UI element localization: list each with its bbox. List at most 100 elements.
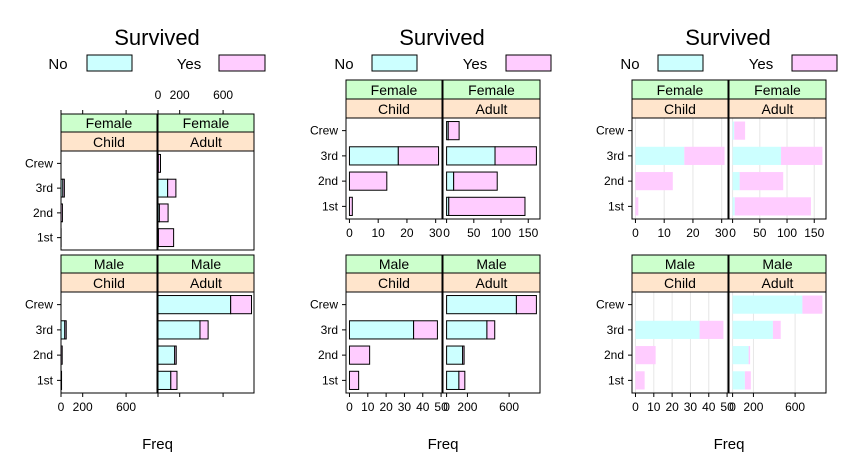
legend-label-no: No [620, 56, 639, 73]
x-tick-label: 150 [518, 226, 538, 240]
y-tick-label-crew: Crew [596, 124, 624, 138]
y-tick-label-3rd: 3rd [36, 323, 53, 337]
y-tick-label-1st: 1st [37, 231, 54, 245]
bar-no-3rd [447, 147, 495, 165]
x-tick-label: 100 [777, 226, 797, 240]
y-tick-label-1st: 1st [322, 199, 339, 213]
panel-frame [61, 151, 157, 250]
x-tick-label: 600 [499, 400, 519, 414]
strip-age-label: Child [93, 275, 125, 291]
x-tick-label: 10 [372, 226, 386, 240]
bar-no-3rd [158, 321, 200, 339]
x-tick-label-top: 600 [213, 88, 233, 102]
strip-sex-label: Female [468, 82, 515, 98]
panel-frame [61, 292, 157, 393]
y-tick-label-3rd: 3rd [607, 149, 624, 163]
x-tick-label: 10 [658, 226, 672, 240]
x-tick-label: 200 [457, 400, 477, 414]
y-tick-label-2nd: 2nd [33, 348, 53, 362]
legend-label-yes: Yes [463, 56, 487, 73]
strip-sex-label: Male [94, 256, 125, 272]
x-tick-label: 20 [400, 226, 414, 240]
bar-yes-crew [448, 122, 459, 140]
legend-label-no: No [334, 56, 353, 73]
bar-no-1st [158, 371, 171, 389]
x-tick-label: 20 [686, 226, 700, 240]
bar-yes-1st [158, 229, 173, 247]
bar-yes-2nd [635, 346, 655, 364]
x-tick-label: 0 [729, 226, 736, 240]
y-tick-label-2nd: 2nd [604, 348, 624, 362]
x-tick-label: 0 [346, 226, 353, 240]
strip-sex-label: Female [657, 82, 704, 98]
strip-age-label: Child [93, 134, 125, 150]
y-tick-label-3rd: 3rd [321, 149, 338, 163]
strip-age-label: Adult [476, 275, 508, 291]
y-tick-label-crew: Crew [596, 298, 624, 312]
bar-yes-3rd [487, 321, 495, 339]
bar-yes-crew [231, 296, 252, 314]
x-tick-label: 600 [116, 400, 136, 414]
legend-swatch-no [658, 55, 703, 71]
bar-no-3rd [635, 147, 684, 165]
y-tick-label-crew: Crew [310, 124, 338, 138]
panel-frame [346, 118, 442, 219]
x-tick-label: 50 [467, 226, 481, 240]
bar-yes-1st [449, 197, 525, 215]
bar-yes-1st [745, 371, 751, 389]
bar-no-2nd [447, 172, 454, 190]
bar-no-3rd [733, 321, 773, 339]
bar-yes-3rd [63, 179, 65, 197]
bar-yes-2nd [159, 204, 168, 222]
bar-yes-1st [349, 371, 358, 389]
x-tick-label: 100 [491, 226, 511, 240]
bar-yes-1st [635, 197, 638, 215]
bar-no-3rd [349, 321, 413, 339]
x-tick-label: 30 [429, 226, 443, 240]
strip-age-label: Child [664, 275, 696, 291]
legend-label-yes: Yes [177, 56, 201, 73]
bar-yes-2nd [349, 172, 386, 190]
x-tick-label: 0 [443, 400, 450, 414]
legend-label-no: No [48, 56, 67, 73]
bar-yes-1st [459, 371, 465, 389]
bar-no-3rd [61, 321, 65, 339]
bar-yes-1st [349, 197, 352, 215]
strip-age-label: Adult [190, 275, 222, 291]
bar-no-3rd [158, 179, 168, 197]
y-tick-label-1st: 1st [37, 373, 54, 387]
x-tick-label: 30 [715, 226, 729, 240]
bar-yes-2nd [463, 346, 464, 364]
bar-yes-1st [635, 371, 644, 389]
chart-title: Survived [114, 25, 200, 50]
bar-yes-3rd [168, 179, 176, 197]
panel-frame [346, 292, 442, 393]
x-tick-label: 40 [702, 400, 716, 414]
x-tick-label: 200 [743, 400, 763, 414]
bar-no-1st [447, 371, 459, 389]
bar-no-crew [447, 296, 517, 314]
bar-no-3rd [635, 321, 699, 339]
x-tick-label: 50 [753, 226, 767, 240]
bar-yes-3rd [398, 147, 438, 165]
x-tick-label: 600 [785, 400, 805, 414]
x-tick-label: 0 [632, 226, 639, 240]
x-tick-label: 200 [73, 400, 93, 414]
panel-frame [632, 118, 728, 219]
strip-age-label: Adult [476, 101, 508, 117]
bar-yes-3rd [414, 321, 438, 339]
x-tick-label: 0 [443, 226, 450, 240]
legend-swatch-yes [506, 55, 551, 71]
bar-yes-2nd [740, 172, 784, 190]
strip-age-label: Child [378, 275, 410, 291]
bar-no-crew [733, 296, 803, 314]
panel-frame [632, 292, 728, 393]
bar-yes-2nd [349, 346, 369, 364]
